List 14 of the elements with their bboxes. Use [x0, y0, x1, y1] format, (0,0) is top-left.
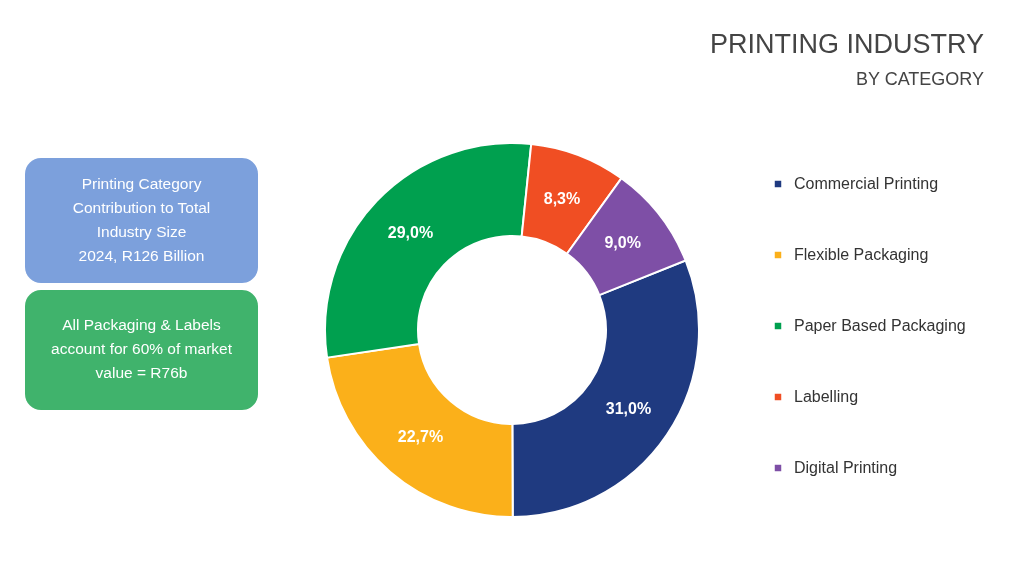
text: All Packaging & Labels account for 60% of market value = R76b	[51, 316, 233, 382]
legend-label: Digital Printing	[794, 459, 898, 476]
text: Printing Category Contribution to Total Industry Size 2024, R126 Billion	[72, 174, 211, 264]
legend-label: Labelling	[794, 388, 859, 405]
data-label: 31,0%	[605, 399, 652, 417]
legend-label: Flexible Packaging	[794, 246, 929, 263]
data-label: 9,0%	[604, 234, 641, 252]
chart-subtitle: BY CATEGORY	[855, 69, 984, 89]
legend-label: Paper Based Packaging	[794, 317, 966, 334]
data-label: 22,7%	[397, 427, 444, 445]
chart-title: PRINTING INDUSTRY	[709, 29, 984, 59]
legend-label: Commercial Printing	[794, 175, 939, 192]
data-label: 8,3%	[543, 189, 581, 207]
data-label: 29,0%	[387, 223, 434, 241]
